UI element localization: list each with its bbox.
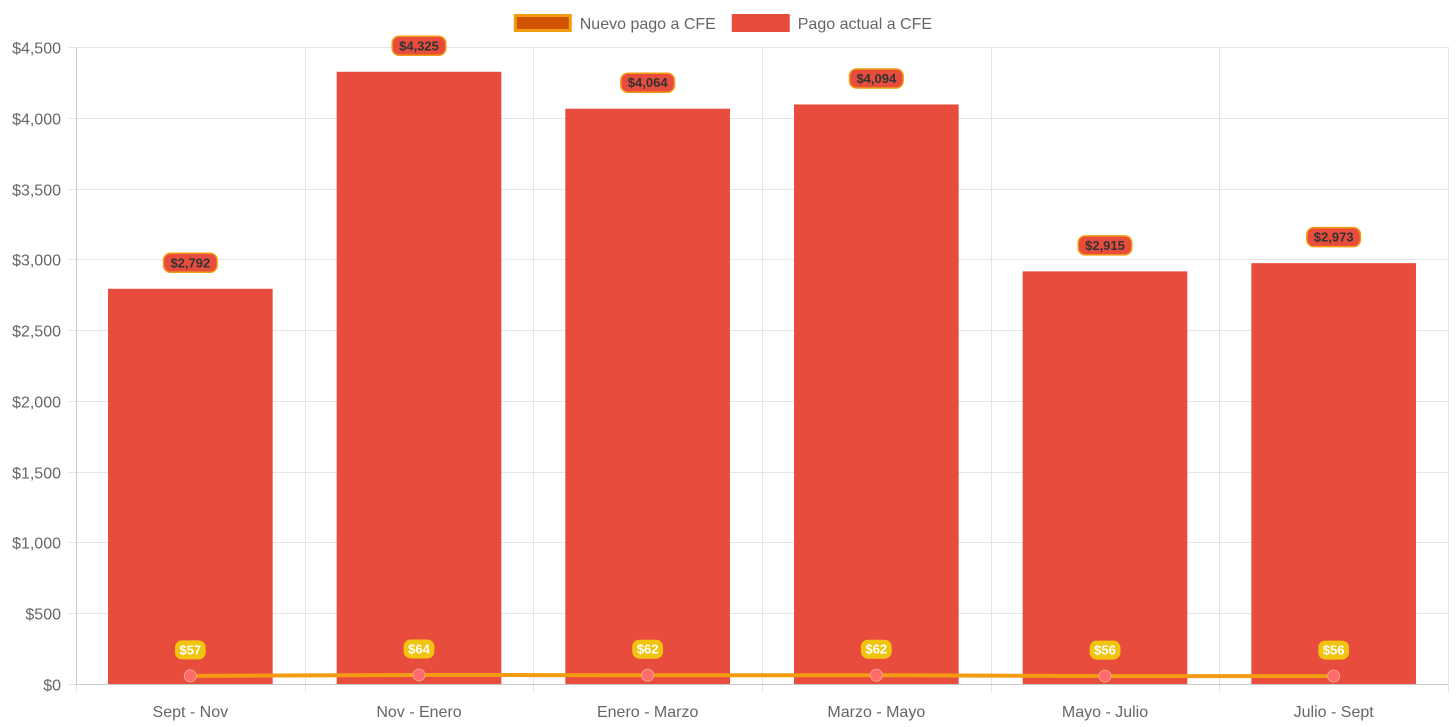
y-tick-label: $1,500 [12, 466, 61, 483]
line-value-label: $56 [1089, 640, 1121, 660]
line-value-label-background [860, 639, 892, 659]
y-tick-label: $4,500 [12, 41, 61, 58]
y-tick-label: $1,000 [12, 536, 61, 553]
bar-pago-actual[interactable] [336, 71, 502, 685]
y-tick-label: $0 [43, 678, 61, 695]
legend-label: Pago actual a CFE [798, 16, 932, 33]
x-tick-label: Mayo - Julio [1062, 704, 1148, 721]
y-tick-label: $3,500 [12, 183, 61, 200]
line-value-label-text: $56 [1323, 643, 1345, 658]
bar-value-label-text: $2,915 [1085, 238, 1125, 253]
bar-value-label-background [1306, 226, 1362, 248]
line-value-label-text: $62 [637, 642, 659, 657]
bar-value-label: $2,973 [1306, 226, 1362, 248]
bar-value-label-background [848, 68, 904, 89]
bar-value-label-text: $2,792 [170, 255, 210, 270]
legend-label: Nuevo pago a CFE [580, 16, 716, 33]
bar-value-label: $4,325 [391, 35, 447, 57]
x-tick-label: Marzo - Mayo [827, 704, 925, 721]
bar-value-label-text: $4,325 [399, 38, 439, 53]
y-tick-label: $2,000 [12, 395, 61, 412]
point-nuevo-pago[interactable] [1327, 669, 1341, 683]
axis-layer: $0 $500 $1,000 $1,500 $2,000 $2,500 $3,000 $3,5… [12, 41, 1448, 721]
bar-value-label-background [391, 35, 447, 57]
line-nuevo-pago [190, 672, 1334, 679]
grid-layer [68, 47, 1449, 692]
x-tick-label: Nov - Enero [376, 704, 461, 721]
data-labels-layer: $2,792 $4,325 $4,064 $4,094 $2,915 $2,973 $57 $… [162, 35, 1362, 660]
line-value-label: $64 [403, 639, 435, 659]
bar-value-label-background [162, 252, 218, 274]
bar-value-label-text: $4,094 [856, 71, 897, 86]
point-nuevo-pago[interactable] [641, 668, 655, 682]
bar-value-label: $2,792 [162, 252, 218, 274]
y-tick-label: $2,500 [12, 324, 61, 341]
line-value-label: $57 [174, 640, 206, 660]
bar-value-label: $4,064 [620, 72, 676, 93]
line-value-label: $56 [1318, 640, 1350, 660]
legend-item[interactable]: Pago actual a CFE [731, 14, 932, 34]
bar-value-label-background [620, 72, 676, 93]
line-value-label-background [632, 639, 664, 659]
bar-pago-actual[interactable] [565, 108, 730, 685]
line-value-label-background [1318, 640, 1350, 660]
bar-value-label-text: $4,064 [628, 75, 669, 90]
x-tick-label: Enero - Marzo [597, 704, 698, 721]
line-value-label-background [1089, 640, 1121, 660]
bar-pago-actual[interactable] [1022, 271, 1188, 684]
point-nuevo-pago[interactable] [183, 669, 197, 683]
bar-value-label: $2,915 [1077, 235, 1133, 256]
legend-swatch [731, 14, 790, 32]
y-tick-label: $3,000 [12, 253, 61, 270]
point-nuevo-pago[interactable] [1098, 669, 1112, 683]
bar-pago-actual[interactable] [794, 104, 959, 684]
line-value-label: $62 [632, 639, 664, 659]
bars-layer [108, 71, 1416, 685]
y-tick-label: $4,000 [12, 112, 61, 129]
line-value-label-background [403, 639, 435, 659]
point-nuevo-pago[interactable] [412, 668, 426, 682]
line-value-label-text: $64 [408, 641, 430, 656]
bar-pago-actual[interactable] [1251, 263, 1416, 684]
line-value-label: $62 [860, 639, 892, 659]
line-value-label-text: $57 [179, 642, 201, 657]
y-tick-label: $500 [25, 607, 61, 624]
legend-swatch [513, 14, 572, 32]
bar-value-label-text: $2,973 [1314, 230, 1354, 245]
legend-item[interactable]: Nuevo pago a CFE [513, 14, 716, 34]
line-value-label-text: $62 [865, 642, 887, 657]
x-tick-label: Julio - Sept [1294, 704, 1375, 721]
legend[interactable]: Nuevo pago a CFE Pago actual a CFE [513, 14, 932, 34]
bar-value-label-background [1077, 235, 1133, 256]
x-tick-label: Sept - Nov [153, 704, 229, 721]
line-value-label-text: $56 [1094, 643, 1116, 658]
point-nuevo-pago[interactable] [869, 668, 883, 682]
line-value-label-background [174, 640, 206, 660]
bar-pago-actual[interactable] [108, 288, 273, 684]
line-layer [183, 668, 1341, 683]
bar-value-label: $4,094 [848, 68, 904, 89]
